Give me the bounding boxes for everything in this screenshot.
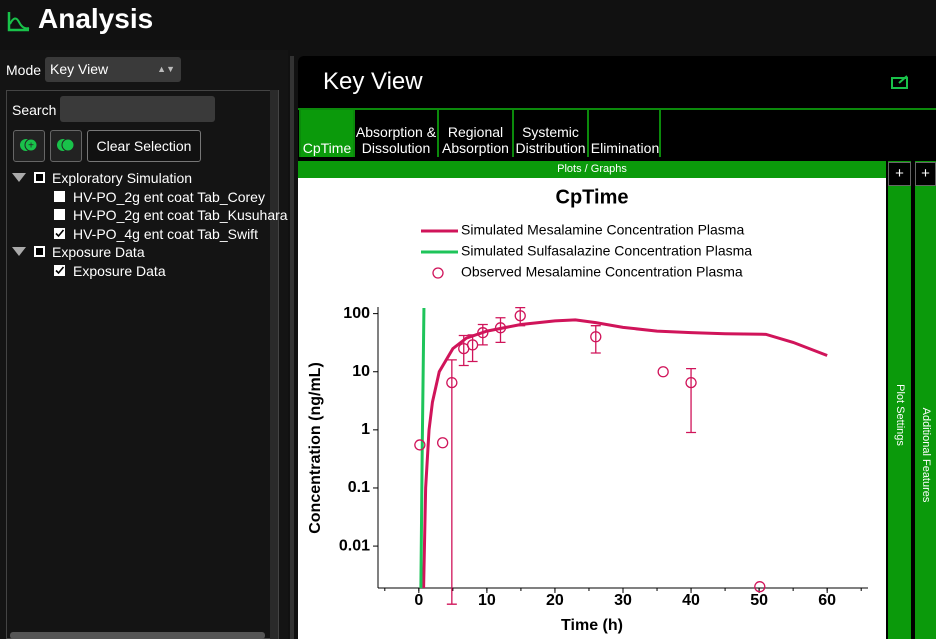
data-point	[657, 366, 669, 378]
tree-item-label: Exposure Data	[73, 262, 166, 279]
chart: CpTime Time (h) Concentration (ng/mL) 0.…	[298, 178, 886, 639]
side-tab-button[interactable]: +	[915, 162, 936, 186]
data-point	[754, 581, 766, 593]
svg-text:+: +	[28, 141, 34, 152]
y-tick-label: 10	[352, 363, 370, 380]
x-tick-label: 50	[750, 592, 768, 609]
subbar: Plots / Graphs	[298, 161, 886, 178]
tree-group-label: Exposure Data	[52, 244, 145, 260]
expand-arrow[interactable]	[12, 247, 26, 256]
data-point	[437, 437, 449, 449]
panel-title: Key View	[323, 68, 423, 95]
clear-selection-button[interactable]: Clear Selection	[87, 130, 201, 162]
tab[interactable]: CpTime	[299, 110, 353, 157]
series-line	[419, 307, 426, 588]
tab[interactable]: Absorption & Dissolution	[353, 110, 437, 157]
app-title: Analysis	[38, 3, 154, 34]
legend-label: Simulated Mesalamine Concentration Plasm…	[461, 222, 744, 238]
error-bar	[446, 359, 457, 605]
x-axis-label: Time (h)	[561, 617, 623, 634]
error-bar	[458, 334, 469, 367]
error-bar	[590, 325, 601, 354]
data-point	[685, 376, 697, 389]
item-checkbox[interactable]	[54, 190, 65, 202]
tab[interactable]: Elimination	[587, 110, 661, 157]
data-point	[446, 376, 458, 389]
tab-divider	[659, 110, 661, 157]
app-icon	[7, 12, 30, 32]
chart-title: CpTime	[556, 186, 629, 208]
data-point	[414, 439, 426, 451]
tree-item-label: HV-PO_2g ent coat Tab_Corey	[73, 188, 265, 205]
series-line	[422, 318, 828, 588]
error-bar	[495, 317, 506, 344]
plot-area	[419, 307, 828, 588]
y-tick-label: 0.1	[348, 479, 370, 496]
tree-item-label: HV-PO_4g ent coat Tab_Swift	[73, 225, 258, 242]
group-checkbox[interactable]	[34, 172, 45, 183]
x-tick-label: 0	[414, 592, 423, 609]
scrollbar	[270, 90, 278, 639]
group-checkbox[interactable]	[34, 246, 45, 257]
item-checkbox[interactable]	[54, 227, 65, 239]
y-tick-label: 1	[361, 421, 370, 438]
mode-label: Mode	[6, 62, 42, 78]
h-scrollbar	[10, 632, 265, 639]
x-tick-label: 10	[478, 592, 496, 609]
y-tick-label: 0.01	[339, 537, 370, 554]
expand-arrow[interactable]	[12, 173, 26, 182]
mode-select[interactable]: Key View ▲▼	[45, 57, 181, 82]
panel-icon[interactable]	[891, 75, 909, 89]
side-tab[interactable]	[915, 161, 936, 639]
error-bar	[686, 368, 697, 434]
item-checkbox[interactable]	[54, 209, 65, 220]
search-label: Search	[12, 102, 57, 118]
tab[interactable]: Systemic Distribution	[512, 110, 587, 157]
side-tab-label[interactable]: Additional Features	[919, 407, 932, 503]
legend-label: Simulated Sulfasalazine Concentration Pl…	[461, 243, 752, 259]
mode-value: Key View	[50, 61, 109, 77]
tabs-rule	[298, 108, 936, 110]
side-tab-label[interactable]: Plot Settings	[893, 384, 906, 446]
add-button[interactable]: +	[13, 130, 45, 162]
side-tab[interactable]	[888, 161, 911, 639]
remove-button[interactable]	[50, 130, 82, 162]
legend-swatch	[432, 267, 444, 279]
data-point	[466, 339, 479, 351]
x-tick-label: 30	[614, 592, 632, 609]
search-input[interactable]	[60, 96, 215, 122]
splitter	[290, 56, 294, 639]
x-tick-label: 40	[682, 592, 700, 609]
tree-item-label: HV-PO_2g ent coat Tab_Kusuhara	[73, 207, 288, 223]
data-point	[514, 310, 526, 322]
data-point	[590, 331, 602, 343]
x-tick-label: 60	[818, 592, 836, 609]
side-tab-button[interactable]: +	[888, 162, 911, 186]
data-point	[477, 327, 489, 339]
y-tick-label: 100	[343, 305, 370, 322]
y-axis-label: Concentration (ng/mL)	[307, 362, 324, 534]
legend-label: Observed Mesalamine Concentration Plasma	[461, 264, 743, 280]
tree-group-label: Exploratory Simulation	[52, 170, 193, 186]
x-tick-label: 20	[546, 592, 564, 609]
data-point	[494, 322, 507, 334]
tab[interactable]: Regional Absorption	[437, 110, 512, 157]
item-checkbox[interactable]	[54, 264, 65, 276]
